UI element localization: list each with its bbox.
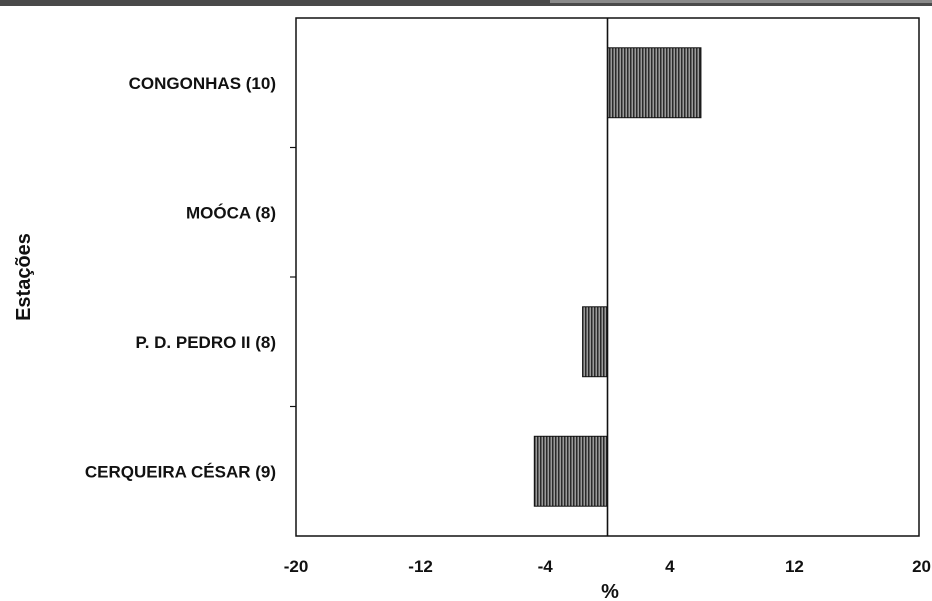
bar-group [533, 47, 702, 507]
x-tick-label: 4 [665, 557, 675, 576]
x-tick-label: 20 [912, 557, 931, 576]
top-scan-edge-light [550, 0, 932, 3]
category-label: MOÓCA (8) [186, 203, 276, 222]
bar [533, 435, 608, 507]
axis-ticks [290, 146, 296, 408]
x-axis-title: % [601, 581, 619, 601]
y-axis-title: Estações [13, 233, 35, 321]
top-scan-edge [0, 0, 932, 6]
category-label: P. D. PEDRO II (8) [136, 333, 276, 352]
category-label: CONGONHAS (10) [129, 74, 276, 93]
x-tick-label: -20 [284, 557, 309, 576]
x-tick-labels: -20 -12 -4 4 12 20 [284, 557, 931, 576]
bar [607, 47, 702, 119]
category-labels: CONGONHAS (10) MOÓCA (8) P. D. PEDRO II (8… [85, 74, 276, 482]
bar [582, 306, 609, 378]
x-tick-label: -12 [408, 557, 433, 576]
category-label: CERQUEIRA CÉSAR (9) [85, 462, 276, 481]
x-tick-label: -4 [538, 557, 554, 576]
x-tick-label: 12 [785, 557, 804, 576]
